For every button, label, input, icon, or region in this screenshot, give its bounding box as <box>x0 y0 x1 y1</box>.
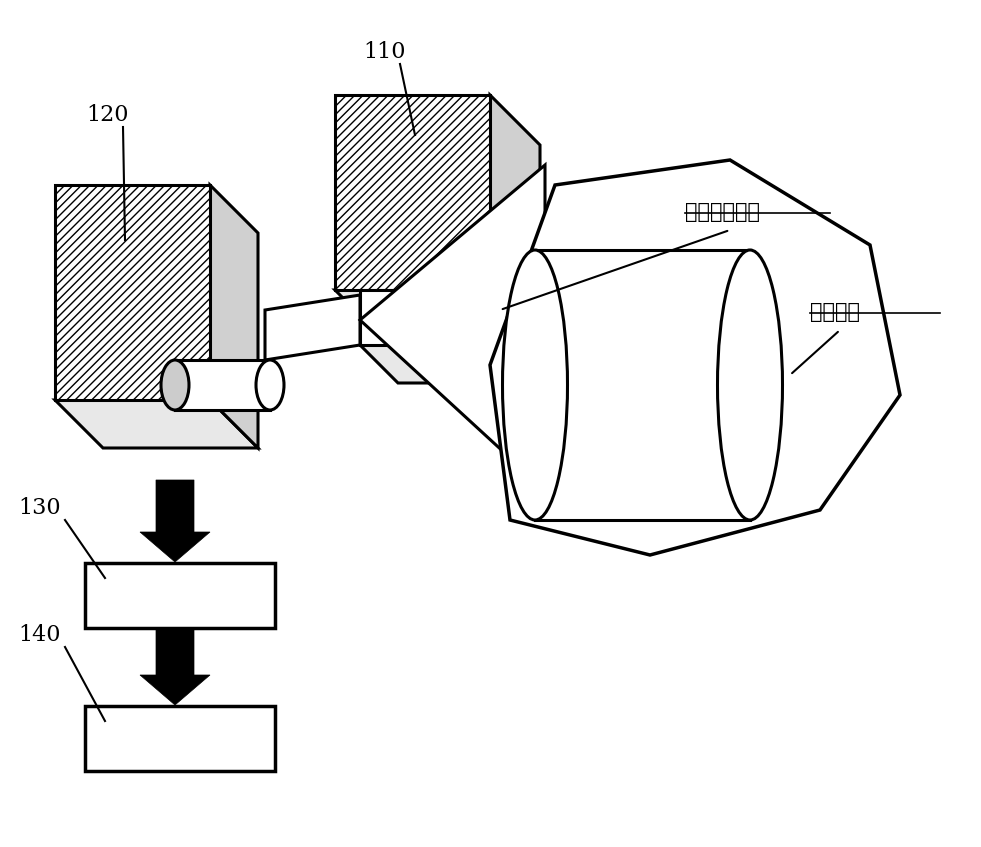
Polygon shape <box>335 95 490 290</box>
Text: 行李物品: 行李物品 <box>810 302 860 322</box>
Polygon shape <box>175 360 270 410</box>
Ellipse shape <box>717 250 783 520</box>
Bar <box>85 563 275 628</box>
Polygon shape <box>140 630 210 705</box>
Text: 110: 110 <box>364 41 406 63</box>
Polygon shape <box>335 290 540 340</box>
Text: 140: 140 <box>19 624 61 646</box>
Polygon shape <box>465 290 503 383</box>
Text: 120: 120 <box>86 104 129 126</box>
Polygon shape <box>490 160 900 555</box>
Bar <box>85 706 275 771</box>
Polygon shape <box>55 185 210 400</box>
Polygon shape <box>210 185 258 448</box>
Text: 射线照射区域: 射线照射区域 <box>685 202 760 222</box>
Polygon shape <box>490 95 540 340</box>
Polygon shape <box>360 290 465 345</box>
Ellipse shape <box>502 250 567 520</box>
Polygon shape <box>360 345 503 383</box>
Polygon shape <box>360 165 545 490</box>
Polygon shape <box>535 250 750 520</box>
Polygon shape <box>55 400 258 448</box>
Polygon shape <box>140 480 210 562</box>
Ellipse shape <box>256 360 284 410</box>
Polygon shape <box>265 295 360 360</box>
Text: 130: 130 <box>19 497 61 519</box>
Ellipse shape <box>161 360 189 410</box>
